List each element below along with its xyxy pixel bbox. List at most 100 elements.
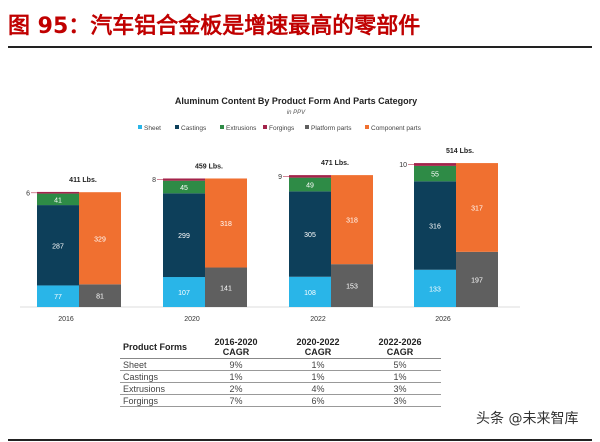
data-label: 318	[220, 221, 232, 228]
table-row: Castings 1% 1% 1%	[120, 370, 442, 383]
bar-segment-sheet	[37, 285, 79, 307]
legend-swatch	[305, 125, 309, 129]
legend-label: Castings	[181, 125, 207, 132]
x-tick-label: 2016	[58, 316, 74, 323]
table-cell: 4%	[277, 382, 360, 395]
table-cell: Castings	[120, 370, 196, 383]
bar-segment-forgings	[289, 175, 331, 178]
table-cell: 5%	[359, 358, 442, 371]
legend-label: Forgings	[269, 125, 295, 132]
x-tick-label: 2026	[435, 316, 451, 323]
chart-subtitle: in PPV	[287, 110, 306, 116]
legend-label: Extrusions	[226, 125, 257, 132]
table-row: Sheet 9% 1% 5%	[120, 358, 442, 371]
data-label: 318	[346, 218, 358, 225]
legend-swatch	[138, 125, 142, 129]
x-tick-label: 2022	[310, 316, 326, 323]
table-cell: Forgings	[120, 394, 196, 407]
legend-label: Component parts	[371, 125, 422, 132]
bar-segment-sheet	[414, 269, 456, 307]
bar-segment-forgings	[163, 178, 205, 181]
bar-segment-forgings	[37, 191, 79, 194]
bar-segment-castings	[37, 205, 79, 286]
legend-swatch	[263, 125, 267, 129]
legend-swatch	[365, 125, 369, 129]
table-cell: 3%	[359, 394, 442, 407]
data-label: 6	[26, 190, 30, 197]
data-label: 305	[304, 232, 316, 239]
table-cell: 6%	[277, 394, 360, 407]
bar-segment-extrusions	[163, 180, 205, 194]
data-label: 287	[52, 243, 64, 250]
table-cell: 7%	[195, 394, 278, 407]
bar-segment-castings	[163, 193, 205, 278]
data-label: 10	[399, 162, 407, 169]
data-label: 329	[94, 236, 106, 243]
stacked-bar-chart: Aluminum Content By Product Form And Par…	[20, 96, 520, 323]
data-label: 81	[96, 294, 104, 301]
data-label: 107	[178, 290, 190, 297]
bar-segment-platform-parts	[331, 264, 373, 307]
legend-swatch	[220, 125, 224, 129]
total-label: 459 Lbs.	[195, 163, 223, 170]
total-label: 471 Lbs.	[321, 160, 349, 167]
bar-segment-platform-parts	[205, 267, 247, 307]
bar-segment-platform-parts	[456, 251, 498, 307]
bar-segment-castings	[289, 191, 331, 277]
bar-segment-component-parts	[205, 178, 247, 268]
bar-segment-platform-parts	[79, 284, 121, 307]
data-label: 317	[471, 205, 483, 212]
table-cell: Extrusions	[120, 382, 196, 395]
table-cell: 9%	[195, 358, 278, 371]
legend-swatch	[175, 125, 179, 129]
title-divider	[8, 46, 592, 48]
table-cell: 3%	[359, 382, 442, 395]
legend: Sheet Castings Extrusions Forgings Platform …	[138, 125, 422, 132]
bar-segment-sheet	[163, 277, 205, 307]
table-row: Forgings 7% 6% 3%	[120, 394, 442, 407]
data-label: 108	[304, 290, 316, 297]
table-cell: 1%	[359, 370, 442, 383]
table-cell: Sheet	[120, 358, 196, 371]
data-label: 299	[178, 233, 190, 240]
legend-label: Sheet	[144, 125, 161, 132]
data-label: 141	[220, 285, 232, 292]
bar-segment-forgings	[414, 163, 456, 166]
bar-segment-castings	[414, 181, 456, 270]
table-header-row: Product Forms 2016-2020 CAGR 2020-2022 C…	[120, 336, 442, 359]
total-label: 411 Lbs.	[69, 177, 97, 184]
bar-segment-extrusions	[414, 165, 456, 182]
table-cell: 1%	[195, 370, 278, 383]
total-label: 514 Lbs.	[446, 148, 474, 155]
bar-segment-extrusions	[289, 177, 331, 192]
bar-segment-component-parts	[456, 163, 498, 252]
chart-title: Aluminum Content By Product Form And Par…	[175, 96, 417, 106]
bar-segment-extrusions	[37, 193, 79, 206]
data-label: 8	[152, 177, 156, 184]
table-cell: 2%	[195, 382, 278, 395]
data-label: 153	[346, 284, 358, 291]
watermark: 头条 @未来智库	[476, 411, 579, 427]
data-label: 316	[429, 224, 441, 231]
data-label: 9	[278, 174, 282, 181]
data-label: 133	[429, 286, 441, 293]
bar-segment-component-parts	[331, 175, 373, 265]
data-label: 45	[180, 185, 188, 192]
table-header: Product Forms	[120, 336, 196, 359]
x-tick-label: 2020	[184, 316, 200, 323]
table-row: Extrusions 2% 4% 3%	[120, 382, 442, 395]
bar-segment-sheet	[289, 276, 331, 307]
data-label: 55	[431, 172, 439, 179]
table-header: 2020-2022 CAGR	[277, 336, 360, 359]
bar-segment-component-parts	[79, 192, 121, 285]
table-header: 2016-2020 CAGR	[195, 336, 278, 359]
data-label: 197	[471, 277, 483, 284]
cagr-table: Product Forms 2016-2020 CAGR 2020-2022 C…	[120, 336, 442, 407]
data-label: 41	[54, 197, 62, 204]
bottom-divider	[8, 439, 592, 441]
figure-title: 图 95：汽车铝合金板是增速最高的零部件	[8, 14, 421, 39]
table-header: 2022-2026 CAGR	[359, 336, 442, 359]
data-label: 77	[54, 294, 62, 301]
table-cell: 1%	[277, 358, 360, 371]
legend-label: Platform parts	[311, 125, 352, 132]
